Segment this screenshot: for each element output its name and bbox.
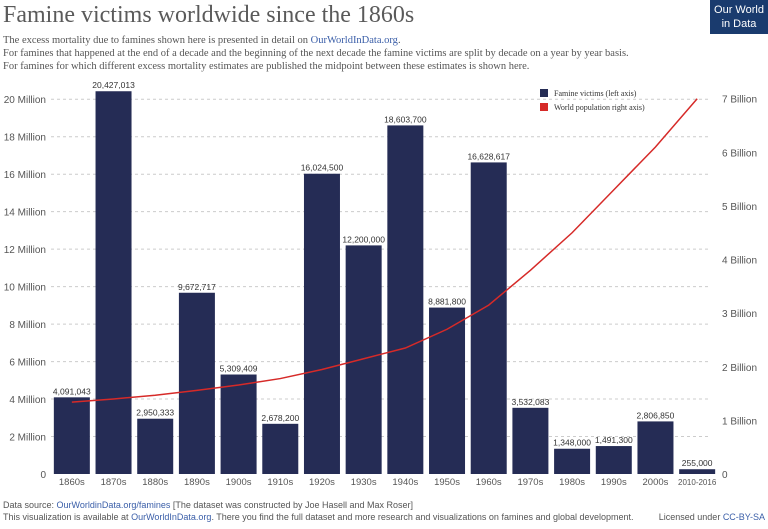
y-tick-label: 16 Million: [4, 170, 46, 181]
x-tick-label: 2000s: [643, 477, 669, 488]
value-label: 12,200,000: [342, 234, 385, 244]
subtitle-text: .: [398, 35, 401, 46]
value-label: 1,348,000: [553, 438, 591, 448]
subtitle-text: For famines for which different excess m…: [3, 61, 529, 72]
x-tick-label: 1880s: [142, 477, 168, 488]
x-tick-label: 1940s: [392, 477, 418, 488]
subtitle-link: OurWorldInData.org: [311, 35, 399, 46]
y2-tick-label: 7 Billion: [722, 95, 757, 106]
footer-text: Licensed under CC-BY-SA: [659, 512, 765, 522]
y-tick-label: 12 Million: [4, 245, 46, 256]
x-tick-label: 1860s: [59, 477, 85, 488]
bar: [220, 374, 257, 474]
bar: [595, 446, 632, 474]
y-tick-label: 18 Million: [4, 133, 46, 144]
value-label: 255,000: [682, 458, 713, 468]
value-label: 20,427,013: [92, 80, 135, 90]
y-tick-label: 20 Million: [4, 95, 46, 106]
y2-tick-label: 2 Billion: [722, 363, 757, 374]
value-label: 18,603,700: [384, 114, 427, 124]
bar: [95, 91, 132, 475]
x-tick-label: 1870s: [101, 477, 127, 488]
footer-text: [The dataset was constructed by Joe Hase…: [170, 500, 413, 510]
x-tick-label: 1910s: [267, 477, 293, 488]
footer-text: Data source:: [3, 500, 57, 510]
x-tick-label: 1980s: [559, 477, 585, 488]
population-line: [71, 98, 698, 403]
bar: [262, 423, 299, 474]
legend-swatch: [540, 103, 548, 111]
y-tick-label: 6 Million: [9, 358, 46, 369]
x-tick-label: 1950s: [434, 477, 460, 488]
y2-tick-label: 1 Billion: [722, 416, 757, 427]
y-tick-label: 14 Million: [4, 208, 46, 219]
x-tick-label: 1960s: [476, 477, 502, 488]
chart-title: Famine victims worldwide since the 1860s: [3, 2, 414, 28]
x-tick-label: 1930s: [351, 477, 377, 488]
y2-tick-label: 3 Billion: [722, 309, 757, 320]
x-tick-label: 2010-2016: [678, 478, 717, 487]
value-label: 16,628,617: [467, 151, 510, 161]
bar: [178, 292, 215, 474]
footer-link: CC-BY-SA: [723, 512, 765, 522]
x-tick-label: 1890s: [184, 477, 210, 488]
value-label: 9,672,717: [178, 282, 216, 292]
value-label: 1,491,300: [595, 435, 633, 445]
footer-text: This visualization is available at: [3, 512, 131, 522]
y-tick-label: 8 Million: [9, 320, 46, 331]
x-tick-label: 1900s: [226, 477, 252, 488]
logo-text: Our World: [714, 4, 764, 16]
footer-text: . There you find the full dataset and mo…: [211, 512, 633, 522]
logo-text: in Data: [722, 18, 758, 30]
x-tick-label: 1970s: [517, 477, 543, 488]
subtitle: The excess mortality due to famines show…: [3, 35, 401, 46]
bar: [554, 448, 591, 474]
bar: [345, 245, 382, 474]
footer-text: This visualization is available at OurWo…: [3, 512, 634, 522]
value-label: 4,091,043: [53, 386, 91, 396]
logo-box: [710, 0, 768, 34]
bar: [53, 397, 90, 474]
y-tick-label: 0: [40, 470, 46, 481]
footer-text: Data source: OurWorldinData.org/famines …: [3, 500, 413, 510]
value-label: 16,024,500: [301, 163, 344, 173]
y2-tick-label: 6 Billion: [722, 148, 757, 159]
y-tick-label: 4 Million: [9, 395, 46, 406]
subtitle-text: For famines that happened at the end of …: [3, 48, 629, 59]
y-tick-label: 10 Million: [4, 283, 46, 294]
bar: [429, 307, 466, 474]
subtitle: For famines that happened at the end of …: [3, 48, 629, 59]
footer-text: Licensed under: [659, 512, 723, 522]
value-label: 2,678,200: [261, 413, 299, 423]
subtitle-text: The excess mortality due to famines show…: [3, 35, 311, 46]
bar: [679, 469, 716, 474]
bar: [303, 173, 340, 474]
subtitle: For famines for which different excess m…: [3, 61, 529, 72]
value-label: 8,881,800: [428, 297, 466, 307]
bar: [512, 407, 549, 474]
x-tick-label: 1920s: [309, 477, 335, 488]
value-label: 3,532,083: [511, 397, 549, 407]
value-label: 2,806,850: [637, 410, 675, 420]
bar: [387, 125, 424, 474]
value-label: 2,950,333: [136, 408, 174, 418]
value-label: 5,309,409: [220, 364, 258, 374]
y2-tick-label: 4 Billion: [722, 256, 757, 267]
legend-label: World population right axis): [554, 103, 645, 112]
y2-tick-label: 5 Billion: [722, 202, 757, 213]
y-tick-label: 2 Million: [9, 433, 46, 444]
bar: [137, 418, 174, 474]
bar: [637, 421, 674, 474]
footer-link: OurWorldinData.org/famines: [57, 500, 171, 510]
legend-label: Famine victims (left axis): [554, 89, 637, 98]
x-tick-label: 1990s: [601, 477, 627, 488]
y2-tick-label: 0: [722, 470, 728, 481]
legend-swatch: [540, 89, 548, 97]
bar: [470, 162, 507, 475]
footer-link: OurWorldInData.org: [131, 512, 211, 522]
